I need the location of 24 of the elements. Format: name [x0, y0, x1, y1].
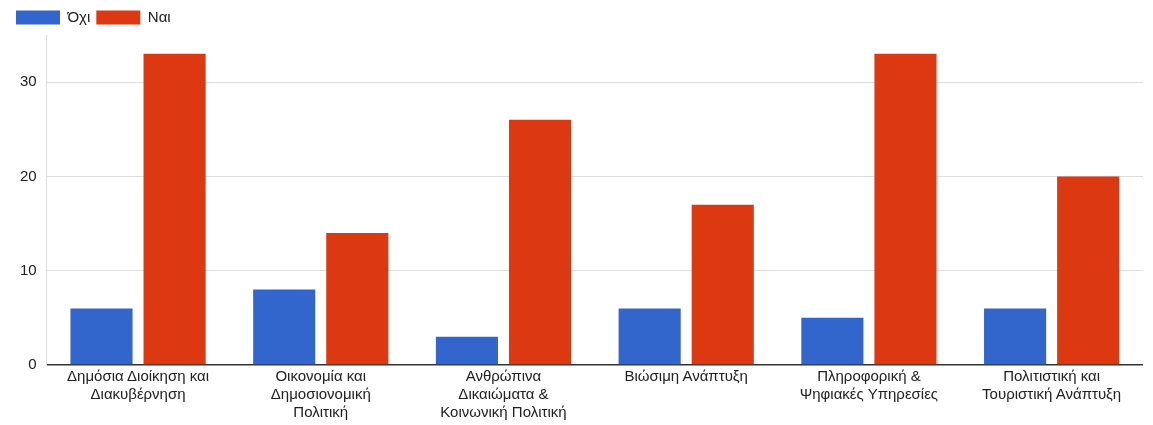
bar — [618, 308, 681, 365]
x-tick-label: Βιώσιμη Ανάπτυξη — [624, 367, 748, 385]
x-tick-label: Πολιτιστική και Τουριστική Ανάπτυξη — [982, 367, 1122, 403]
x-tick-label: Πληροφορική & Ψηφιακές Υπηρεσίες — [799, 367, 939, 403]
bar — [326, 233, 389, 365]
bar — [253, 289, 316, 365]
x-tick-label: Ανθρώπινα Δικαιώματα & Κοινωνική Πολιτική — [440, 367, 567, 421]
bar — [801, 317, 864, 365]
bar — [508, 119, 572, 365]
legend-label: Όχι — [66, 7, 91, 25]
bar — [435, 336, 498, 365]
bar — [691, 204, 754, 365]
bar — [143, 53, 206, 365]
y-tick-label: 0 — [28, 355, 37, 373]
x-tick-label: Οικονομία και Δημοσιονομική Πολιτική — [270, 367, 371, 421]
y-tick-label: 10 — [20, 260, 37, 278]
y-tick-label: 30 — [20, 72, 37, 90]
x-tick-label: Δημόσια Διοίκηση και Διακυβέρνηση — [67, 367, 210, 403]
bar — [70, 308, 133, 365]
bar — [984, 308, 1047, 365]
bar — [874, 53, 937, 365]
y-tick-label: 20 — [20, 166, 37, 184]
bar — [1057, 176, 1120, 365]
legend-label: Ναι — [147, 7, 171, 25]
